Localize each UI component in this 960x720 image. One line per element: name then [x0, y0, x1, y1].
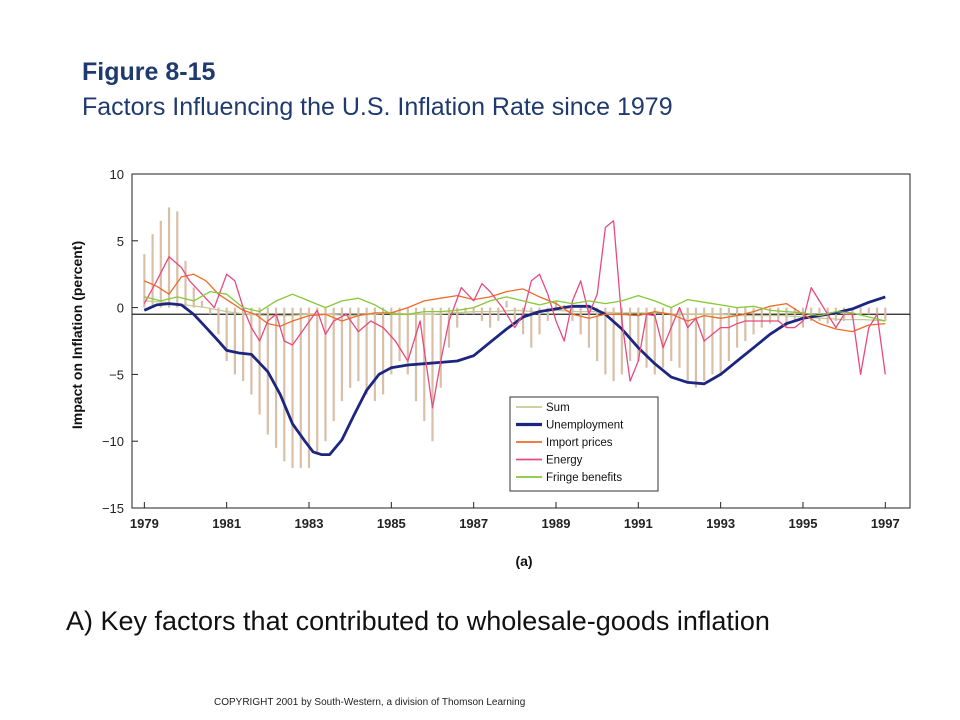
legend-box	[509, 396, 659, 492]
unemployment-line	[143, 295, 886, 457]
x-tick-label: 1983	[295, 516, 324, 531]
y-tick-label: −10	[102, 434, 124, 449]
chart-axes: 10 5 0 −5 −10 −15 1979 1981 1983 1985 1987 1989 1991…	[102, 167, 911, 531]
legend: Sum Unemployment Import prices Energy Fringe…	[509, 396, 659, 492]
y-tick-label: 0	[117, 301, 124, 316]
plot-frame	[131, 173, 911, 509]
y-tick-label: 10	[110, 167, 124, 182]
series-lines	[143, 220, 886, 457]
legend-label: Unemployment	[546, 420, 624, 432]
x-tick-label: 1987	[459, 516, 488, 531]
x-tick-label: 1991	[624, 516, 653, 531]
x-tick-label: 1997	[871, 516, 900, 531]
y-tick-label: −15	[102, 501, 124, 516]
copyright-notice: COPYRIGHT 2001 by South-Western, a divis…	[214, 697, 526, 708]
legend-label: Sum	[546, 402, 570, 414]
energy-line	[143, 220, 886, 409]
figure-caption: A) Key factors that contributed to whole…	[66, 606, 770, 636]
figure-title: Factors Influencing the U.S. Inflation R…	[82, 93, 673, 121]
x-tick-label: 1981	[212, 516, 241, 531]
import-prices-line	[144, 273, 886, 333]
fringe-benefits-line	[144, 290, 886, 322]
x-tick-label: 1993	[706, 516, 735, 531]
legend-label: Energy	[546, 455, 583, 467]
inflation-factors-chart: 10 5 0 −5 −10 −15 1979 1981 1983 1985 1987 1989 1991…	[69, 167, 911, 569]
legend-label: Import prices	[546, 437, 613, 449]
x-tick-label: 1985	[377, 516, 406, 531]
x-tick-label: 1979	[130, 516, 159, 531]
x-tick-label: 1989	[542, 516, 571, 531]
legend-label: Fringe benefits	[546, 472, 622, 484]
y-tick-label: −5	[109, 367, 124, 382]
y-axis-label: Impact on Inflation (percent)	[69, 241, 85, 429]
y-tick-label: 5	[117, 234, 124, 249]
panel-label: (a)	[515, 553, 532, 569]
figure-label: Figure 8-15	[82, 58, 216, 86]
sum-line	[144, 300, 886, 322]
x-tick-label: 1995	[789, 516, 818, 531]
